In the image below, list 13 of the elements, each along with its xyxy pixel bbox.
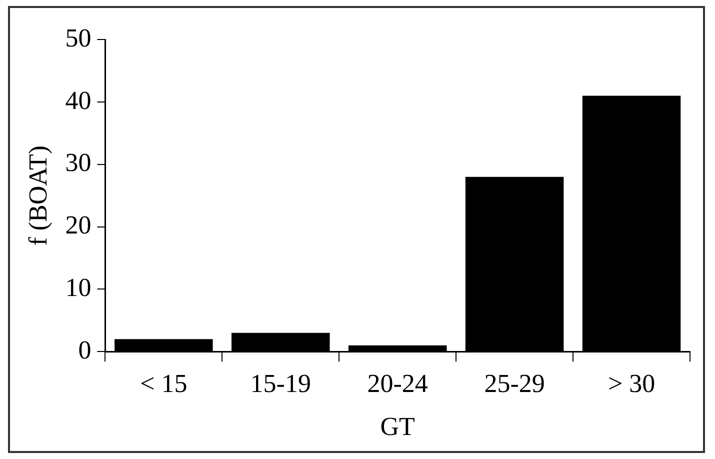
y-tick-label: 20	[65, 210, 92, 240]
x-axis-title: GT	[380, 412, 416, 442]
y-tick-label: 10	[65, 273, 92, 302]
x-tick-label: > 30	[608, 369, 656, 398]
y-axis-title: f (BOAT)	[23, 145, 52, 246]
x-tick-label: < 15	[140, 369, 188, 398]
y-tick-label: 30	[65, 148, 92, 178]
x-tick-label: 25-29	[484, 369, 545, 398]
y-tick-label: 0	[78, 335, 92, 364]
y-tick-label: 40	[65, 86, 92, 115]
x-tick-label: 20-24	[367, 369, 428, 398]
y-tick-label: 50	[65, 23, 92, 52]
x-tick-label: 15-19	[250, 369, 311, 398]
